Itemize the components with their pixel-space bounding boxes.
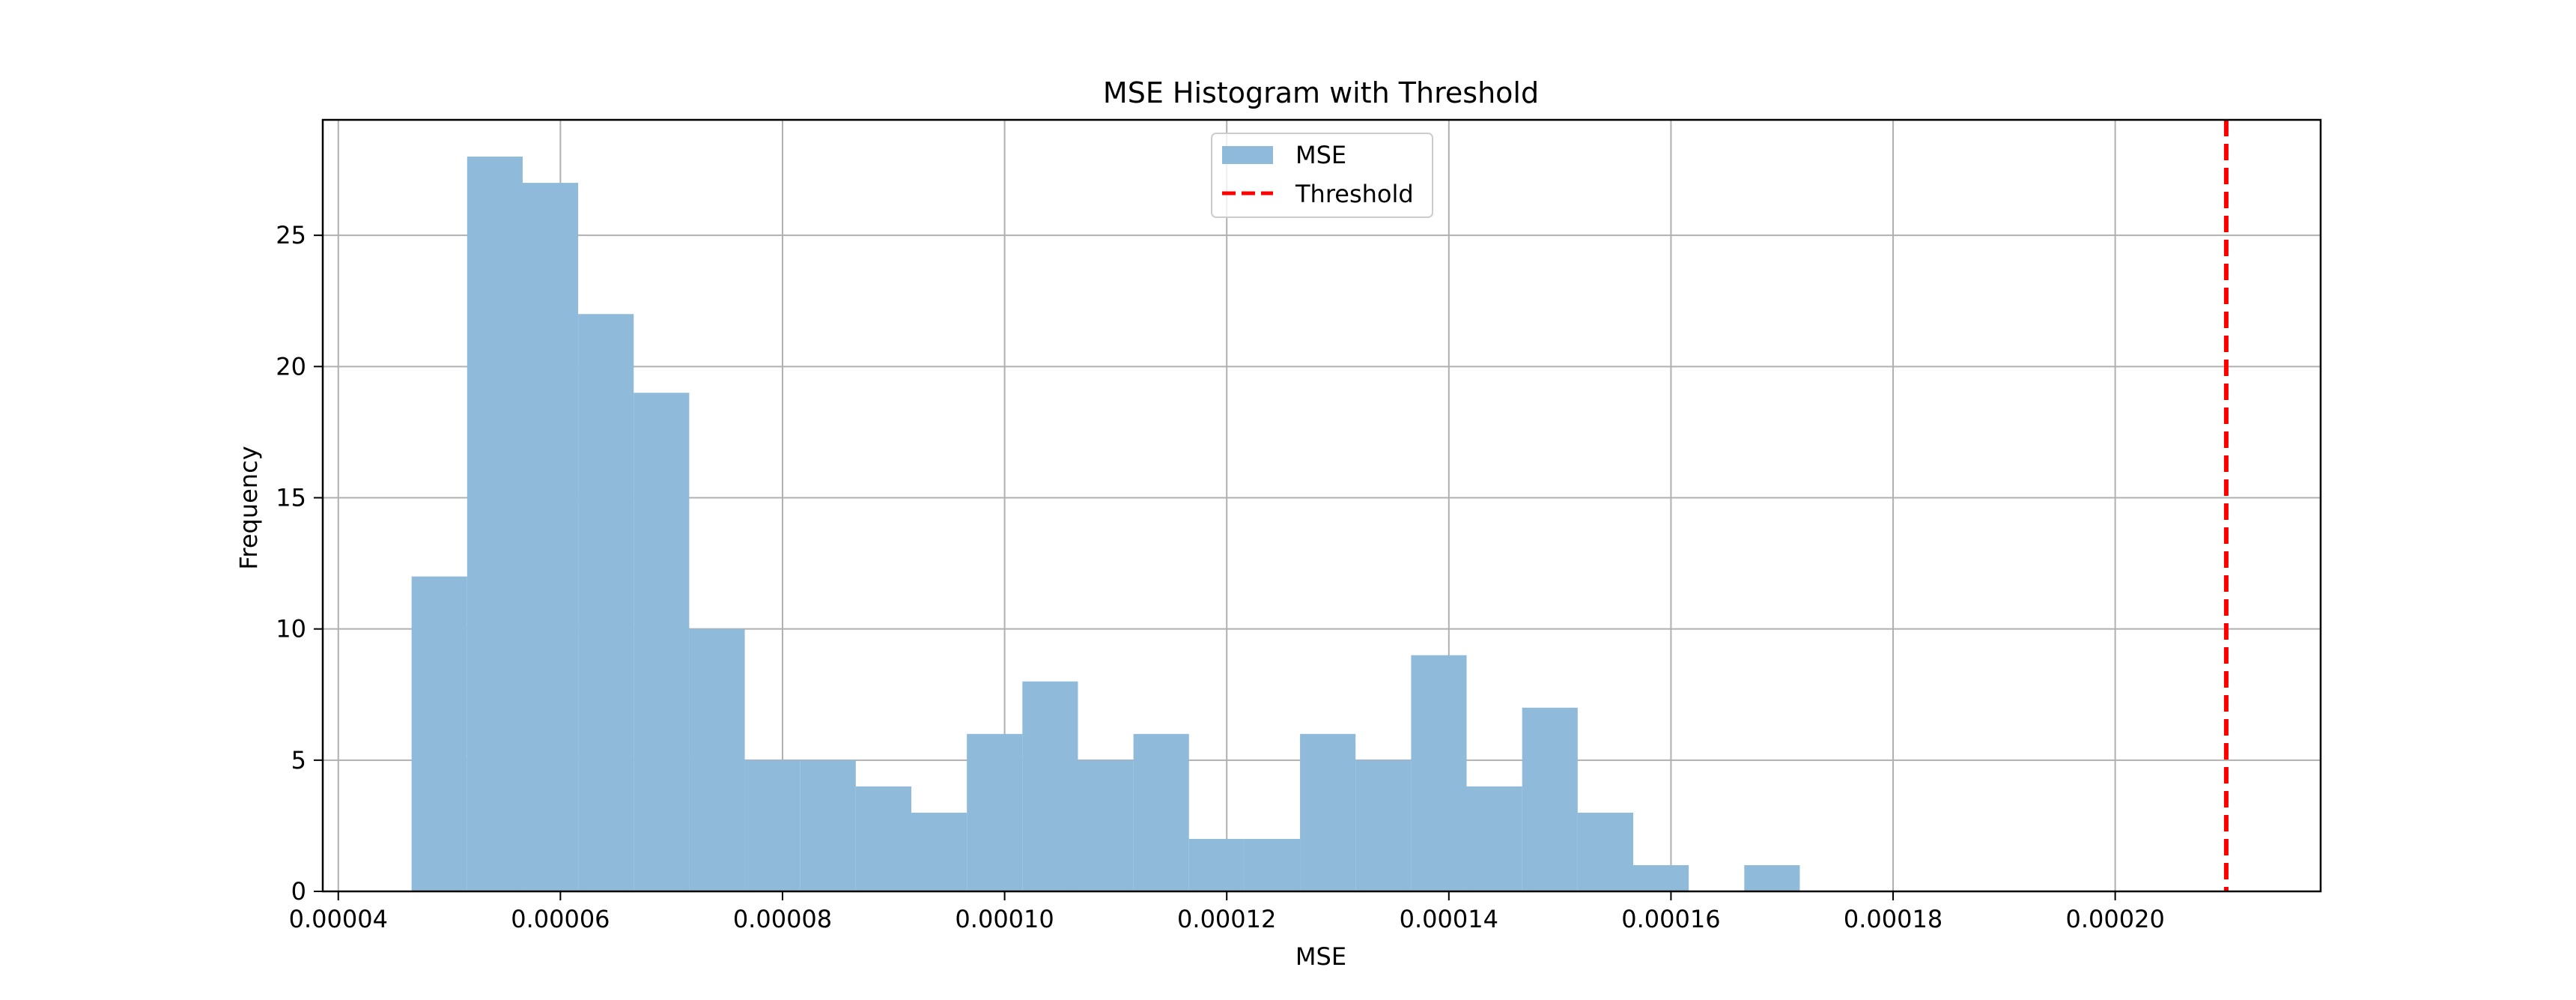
histogram-bar	[1078, 760, 1134, 891]
x-tick-label: 0.00010	[955, 905, 1054, 933]
histogram-bar	[1744, 864, 1800, 891]
chart-title: MSE Histogram with Threshold	[1103, 76, 1539, 109]
histogram-bar	[522, 183, 579, 891]
histogram-bar	[411, 576, 467, 891]
histogram-bar	[744, 760, 801, 891]
x-tick-label: 0.00004	[289, 905, 388, 933]
y-axis: 0 5 10 15 20 25	[276, 221, 323, 906]
histogram-bar	[1632, 864, 1689, 891]
y-tick-label: 25	[276, 221, 306, 249]
histogram-bar	[1522, 707, 1578, 891]
y-tick-label: 5	[291, 746, 306, 775]
histogram-bar	[1022, 681, 1078, 891]
histogram-bar	[1577, 812, 1633, 891]
legend-swatch-mse	[1222, 146, 1273, 164]
histogram-bars	[411, 157, 1800, 892]
x-axis: 0.00004 0.00006 0.00008 0.00010 0.00012 0.000…	[289, 891, 2165, 933]
plot-frame	[321, 118, 2322, 893]
plot-area	[321, 118, 2322, 893]
legend: MSE Threshold	[1211, 133, 1433, 218]
x-tick-label: 0.00020	[2065, 905, 2164, 933]
histogram-bar	[1244, 838, 1301, 891]
histogram-bar	[1355, 760, 1412, 891]
x-tick-label: 0.00014	[1400, 905, 1498, 933]
y-tick-label: 20	[276, 352, 306, 381]
x-tick-label: 0.00008	[733, 905, 832, 933]
legend-label-mse: MSE	[1295, 141, 1346, 169]
x-axis-label: MSE	[1295, 942, 1346, 971]
x-tick-label: 0.00006	[511, 905, 610, 933]
histogram-bar	[1411, 655, 1467, 891]
histogram-bar	[467, 157, 523, 892]
histogram-bar	[1133, 733, 1189, 891]
histogram-bar	[967, 733, 1023, 891]
histogram-bar	[1300, 733, 1356, 891]
histogram-bar	[855, 786, 912, 891]
histogram-bar	[689, 628, 745, 891]
y-tick-label: 15	[276, 483, 306, 512]
y-tick-label: 0	[291, 877, 306, 906]
x-tick-label: 0.00016	[1621, 905, 1720, 933]
y-tick-label: 10	[276, 615, 306, 643]
y-axis-label: Frequency	[234, 446, 263, 569]
legend-label-threshold: Threshold	[1295, 180, 1414, 208]
histogram-bar	[800, 760, 856, 891]
histogram-bar	[1188, 838, 1245, 891]
histogram-bar	[578, 314, 634, 891]
histogram-bar	[634, 393, 690, 891]
x-tick-label: 0.00018	[1844, 905, 1942, 933]
histogram-bar	[1466, 786, 1522, 891]
histogram-bar	[911, 812, 967, 891]
x-tick-label: 0.00012	[1177, 905, 1276, 933]
